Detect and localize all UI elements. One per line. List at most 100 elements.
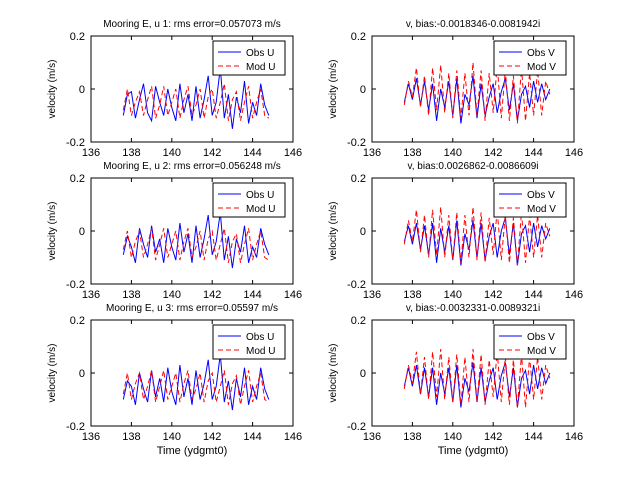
y-tick-label: 0 xyxy=(79,368,85,380)
y-tick-label: -0.2 xyxy=(347,137,366,149)
x-tick-label: 146 xyxy=(565,431,583,443)
x-tick-label: 140 xyxy=(163,289,181,301)
legend-entry: Obs V xyxy=(527,332,555,343)
x-tick-label: 140 xyxy=(444,431,462,443)
x-tick-label: 146 xyxy=(284,147,302,159)
x-tick-label: 138 xyxy=(403,147,421,159)
x-tick-label: 144 xyxy=(243,289,261,301)
chart-panel-3: 136 138 140 142 144 146 -0.2 0 0.2 Mooring E, u 2… xyxy=(47,161,302,301)
y-axis-label: velocity (m/s) xyxy=(47,202,58,261)
x-tick-label: 144 xyxy=(524,289,542,301)
x-tick-label: 138 xyxy=(403,431,421,443)
legend-box xyxy=(212,182,286,218)
legend-entry: Obs U xyxy=(246,332,274,343)
chart-panel-5: 136 138 140 142 144 146 -0.2 0 0.2 Mooring E, u 3… xyxy=(47,303,302,457)
legend-box xyxy=(493,324,567,360)
y-axis-label: velocity (m/s) xyxy=(328,202,339,261)
x-tick-label: 140 xyxy=(444,289,462,301)
legend-entry: Mod U xyxy=(246,346,275,357)
legend-entry: Obs U xyxy=(246,48,274,59)
x-tick-label: 146 xyxy=(565,147,583,159)
x-axis-label: Time (ydgmt0) xyxy=(157,445,228,457)
legend-entry: Mod U xyxy=(246,204,275,215)
y-tick-label: 0.2 xyxy=(70,31,85,43)
x-tick-label: 142 xyxy=(484,289,502,301)
y-tick-label: 0.2 xyxy=(70,173,85,185)
series-line-mod-u xyxy=(122,228,270,263)
x-tick-label: 138 xyxy=(122,289,140,301)
series-line-mod-v xyxy=(403,207,551,266)
y-tick-label: 0 xyxy=(79,84,85,96)
series-line-obs-u xyxy=(122,354,270,411)
y-tick-label: 0 xyxy=(360,84,366,96)
x-tick-label: 144 xyxy=(243,431,261,443)
legend-entry: Mod V xyxy=(527,346,556,357)
legend-box xyxy=(212,324,286,360)
legend-box xyxy=(493,40,567,76)
x-axis-label: Time (ydgmt0) xyxy=(438,445,509,457)
x-tick-label: 142 xyxy=(203,431,221,443)
legend-entry: Obs V xyxy=(527,48,555,59)
y-tick-label: 0 xyxy=(79,226,85,238)
y-axis-label: velocity (m/s) xyxy=(328,60,339,119)
y-tick-label: -0.2 xyxy=(347,279,366,291)
series-line-mod-u xyxy=(122,83,270,121)
x-tick-label: 146 xyxy=(284,431,302,443)
chart-title: Mooring E, u 2: rms error=0.056248 m/s xyxy=(103,161,281,172)
x-tick-label: 146 xyxy=(565,289,583,301)
chart-title: v, bias:-0.0018346-0.0081942i xyxy=(406,19,540,30)
series-line-obs-u xyxy=(122,212,270,269)
y-axis-label: velocity (m/s) xyxy=(47,60,58,119)
y-tick-label: 0 xyxy=(360,226,366,238)
x-tick-label: 138 xyxy=(403,289,421,301)
legend-entry: Obs U xyxy=(246,190,274,201)
x-tick-label: 136 xyxy=(82,431,100,443)
x-tick-label: 138 xyxy=(122,147,140,159)
chart-panel-2: 136 138 140 142 144 146 -0.2 0 0.2 v, bias:-0.001… xyxy=(328,19,583,159)
chart-panel-4: 136 138 140 142 144 146 -0.2 0 0.2 v, bias:0.0026… xyxy=(328,161,583,301)
series-line-mod-u xyxy=(122,370,270,405)
legend-box xyxy=(212,40,286,76)
y-tick-label: 0.2 xyxy=(351,315,366,327)
x-tick-label: 140 xyxy=(444,147,462,159)
x-tick-label: 144 xyxy=(243,147,261,159)
series-line-obs-u xyxy=(122,67,270,129)
series-line-mod-v xyxy=(403,62,551,124)
x-tick-label: 138 xyxy=(122,431,140,443)
legend-box xyxy=(493,182,567,218)
y-axis-label: velocity (m/s) xyxy=(328,344,339,403)
x-tick-label: 136 xyxy=(82,289,100,301)
y-tick-label: 0 xyxy=(360,368,366,380)
y-tick-label: -0.2 xyxy=(347,421,366,433)
x-tick-label: 136 xyxy=(363,147,381,159)
chart-panel-1: 136 138 140 142 144 146 -0.2 0 0.2 Mooring E, u 1… xyxy=(47,19,302,159)
x-tick-label: 142 xyxy=(484,147,502,159)
x-tick-label: 136 xyxy=(363,431,381,443)
y-tick-label: 0.2 xyxy=(351,31,366,43)
chart-title: v, bias:0.0026862-0.0086609i xyxy=(407,161,538,172)
x-tick-label: 140 xyxy=(163,147,181,159)
y-tick-label: 0.2 xyxy=(351,173,366,185)
legend-entry: Mod V xyxy=(527,204,556,215)
legend: Obs U Mod U xyxy=(212,324,286,360)
y-tick-label: -0.2 xyxy=(66,279,85,291)
x-tick-label: 142 xyxy=(203,147,221,159)
x-tick-label: 142 xyxy=(484,431,502,443)
y-axis-label: velocity (m/s) xyxy=(47,344,58,403)
legend: Obs V Mod V xyxy=(493,182,567,218)
x-tick-label: 144 xyxy=(524,431,542,443)
legend-entry: Obs V xyxy=(527,190,555,201)
chart-panel-6: 136 138 140 142 144 146 -0.2 0 0.2 v, bias:-0.003… xyxy=(328,303,583,457)
legend-entry: Mod U xyxy=(246,62,275,73)
legend: Obs U Mod U xyxy=(212,182,286,218)
legend: Obs U Mod U xyxy=(212,40,286,76)
legend: Obs V Mod V xyxy=(493,324,567,360)
x-tick-label: 136 xyxy=(363,289,381,301)
x-tick-label: 136 xyxy=(82,147,100,159)
x-tick-label: 144 xyxy=(524,147,542,159)
x-tick-label: 142 xyxy=(203,289,221,301)
x-tick-label: 140 xyxy=(163,431,181,443)
legend-entry: Mod V xyxy=(527,62,556,73)
